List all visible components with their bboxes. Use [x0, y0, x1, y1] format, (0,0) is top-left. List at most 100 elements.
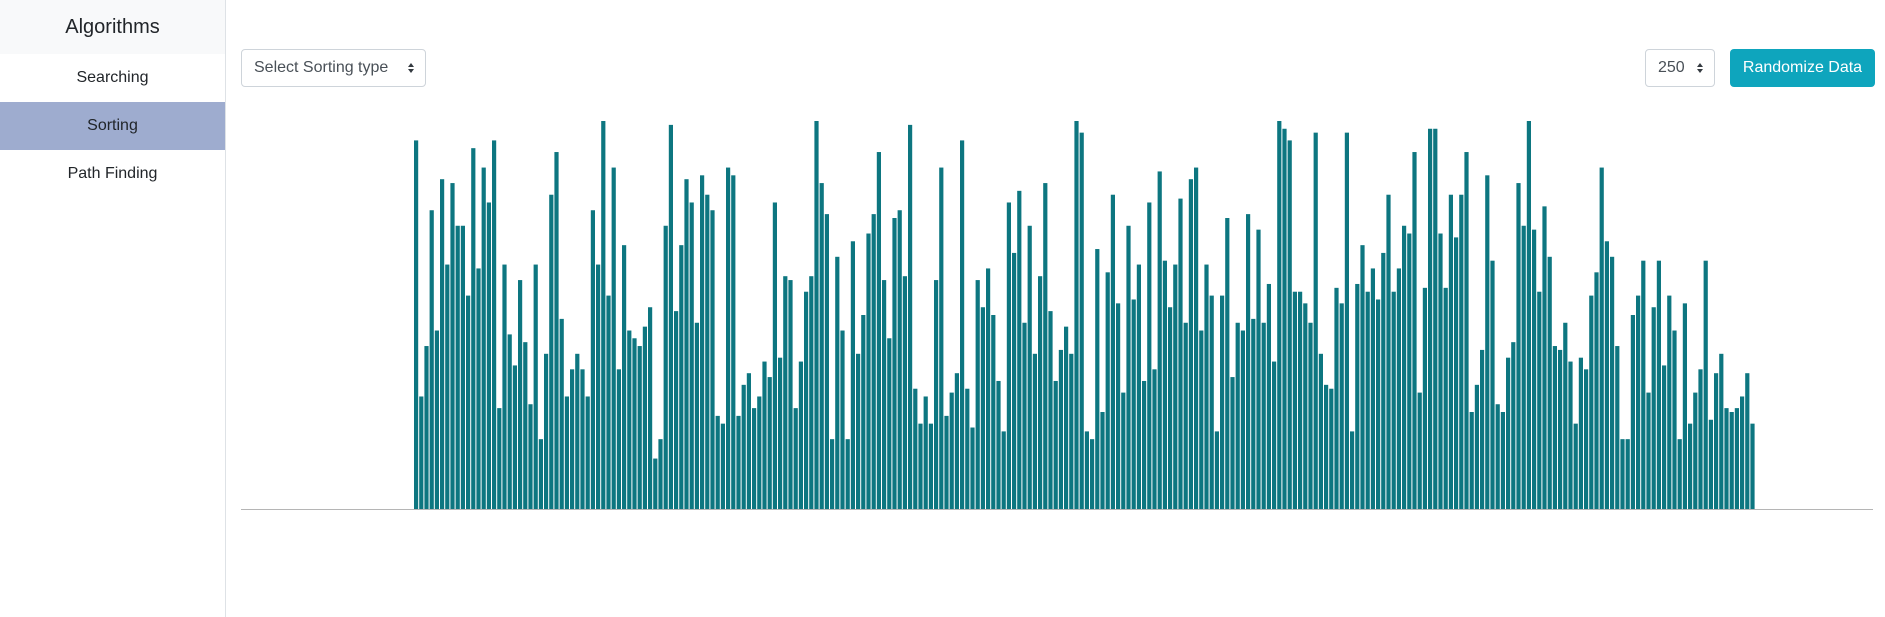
bar [1100, 412, 1105, 509]
bar [585, 396, 590, 509]
array-size-select[interactable]: 250 [1645, 49, 1715, 87]
bar [1724, 408, 1729, 509]
bar [1365, 291, 1370, 509]
bar [648, 307, 653, 509]
bar [1641, 260, 1646, 509]
bar [653, 458, 658, 509]
bar [1480, 349, 1485, 509]
bar [1500, 412, 1505, 509]
sidebar: Algorithms Searching Sorting Path Findin… [0, 0, 226, 617]
bar [939, 167, 944, 509]
bar [871, 214, 876, 509]
sidebar-item-searching[interactable]: Searching [76, 69, 149, 86]
bar [767, 377, 772, 509]
bar [1454, 237, 1459, 509]
bar [1651, 307, 1656, 509]
bar [1261, 322, 1266, 509]
bar [518, 280, 523, 509]
bar [1672, 330, 1677, 509]
bar [668, 124, 673, 509]
bar [1012, 252, 1017, 510]
bar [892, 218, 897, 509]
bar [1459, 194, 1464, 509]
bar [1246, 214, 1251, 509]
bar [918, 423, 923, 509]
bar [1266, 283, 1271, 509]
bar [1615, 346, 1620, 509]
bar [689, 202, 694, 509]
bar [1568, 361, 1573, 509]
bar [954, 373, 959, 509]
bar [1272, 361, 1277, 509]
bar [544, 353, 549, 509]
bar [1740, 396, 1745, 509]
randomize-data-button[interactable]: Randomize Data [1730, 49, 1875, 87]
bar [949, 392, 954, 509]
bar [642, 326, 647, 509]
bar [908, 124, 913, 509]
bar [1474, 384, 1479, 509]
sort-type-select[interactable]: Select Sorting type [241, 49, 426, 87]
bar [1563, 322, 1568, 509]
bar [440, 179, 445, 509]
bar [492, 140, 497, 509]
bar [1183, 322, 1188, 509]
bar [1464, 152, 1469, 509]
bar [1682, 303, 1687, 509]
bar [710, 210, 715, 509]
bar [596, 264, 601, 509]
sidebar-item-sorting[interactable]: Sorting [0, 102, 225, 150]
bar [637, 346, 642, 509]
bar [580, 369, 585, 509]
bar [1547, 256, 1552, 509]
bar [866, 233, 871, 509]
bar [1204, 264, 1209, 509]
select-arrows-icon [408, 63, 414, 73]
bar [502, 264, 507, 509]
bar [861, 315, 866, 509]
bar [1370, 268, 1375, 509]
bar [809, 276, 814, 509]
bar [445, 264, 450, 509]
bar [658, 439, 663, 509]
bar [1324, 384, 1329, 509]
bar [1386, 194, 1391, 509]
bar [726, 167, 731, 509]
bar [1194, 167, 1199, 509]
bar [507, 334, 512, 509]
bar [1402, 225, 1407, 509]
bar [1396, 268, 1401, 509]
bar [1048, 311, 1053, 509]
bar [1750, 423, 1755, 509]
bar [856, 353, 861, 509]
bar [481, 167, 486, 509]
bar [1578, 357, 1583, 509]
bar [1511, 342, 1516, 509]
bar [1017, 190, 1022, 509]
bar [1506, 357, 1511, 509]
sidebar-title: Algorithms [0, 0, 225, 54]
bar [1090, 439, 1095, 509]
bar [1240, 330, 1245, 509]
bar [528, 404, 533, 509]
bar [554, 152, 559, 509]
bar [1287, 140, 1292, 509]
sidebar-item-path-finding[interactable]: Path Finding [67, 165, 158, 182]
bar [663, 225, 668, 509]
bar [419, 396, 424, 509]
bar [1022, 322, 1027, 509]
bar [1521, 225, 1526, 509]
bar [1573, 423, 1578, 509]
bar [882, 280, 887, 509]
bar [1209, 295, 1214, 509]
bar [622, 245, 627, 509]
bar [1381, 252, 1386, 510]
bar [960, 140, 965, 509]
bar [1350, 431, 1355, 509]
bar [559, 318, 564, 509]
bar [1485, 175, 1490, 509]
bar [1422, 287, 1427, 509]
bar [746, 373, 751, 509]
bar [1625, 439, 1630, 509]
bar [1006, 202, 1011, 509]
